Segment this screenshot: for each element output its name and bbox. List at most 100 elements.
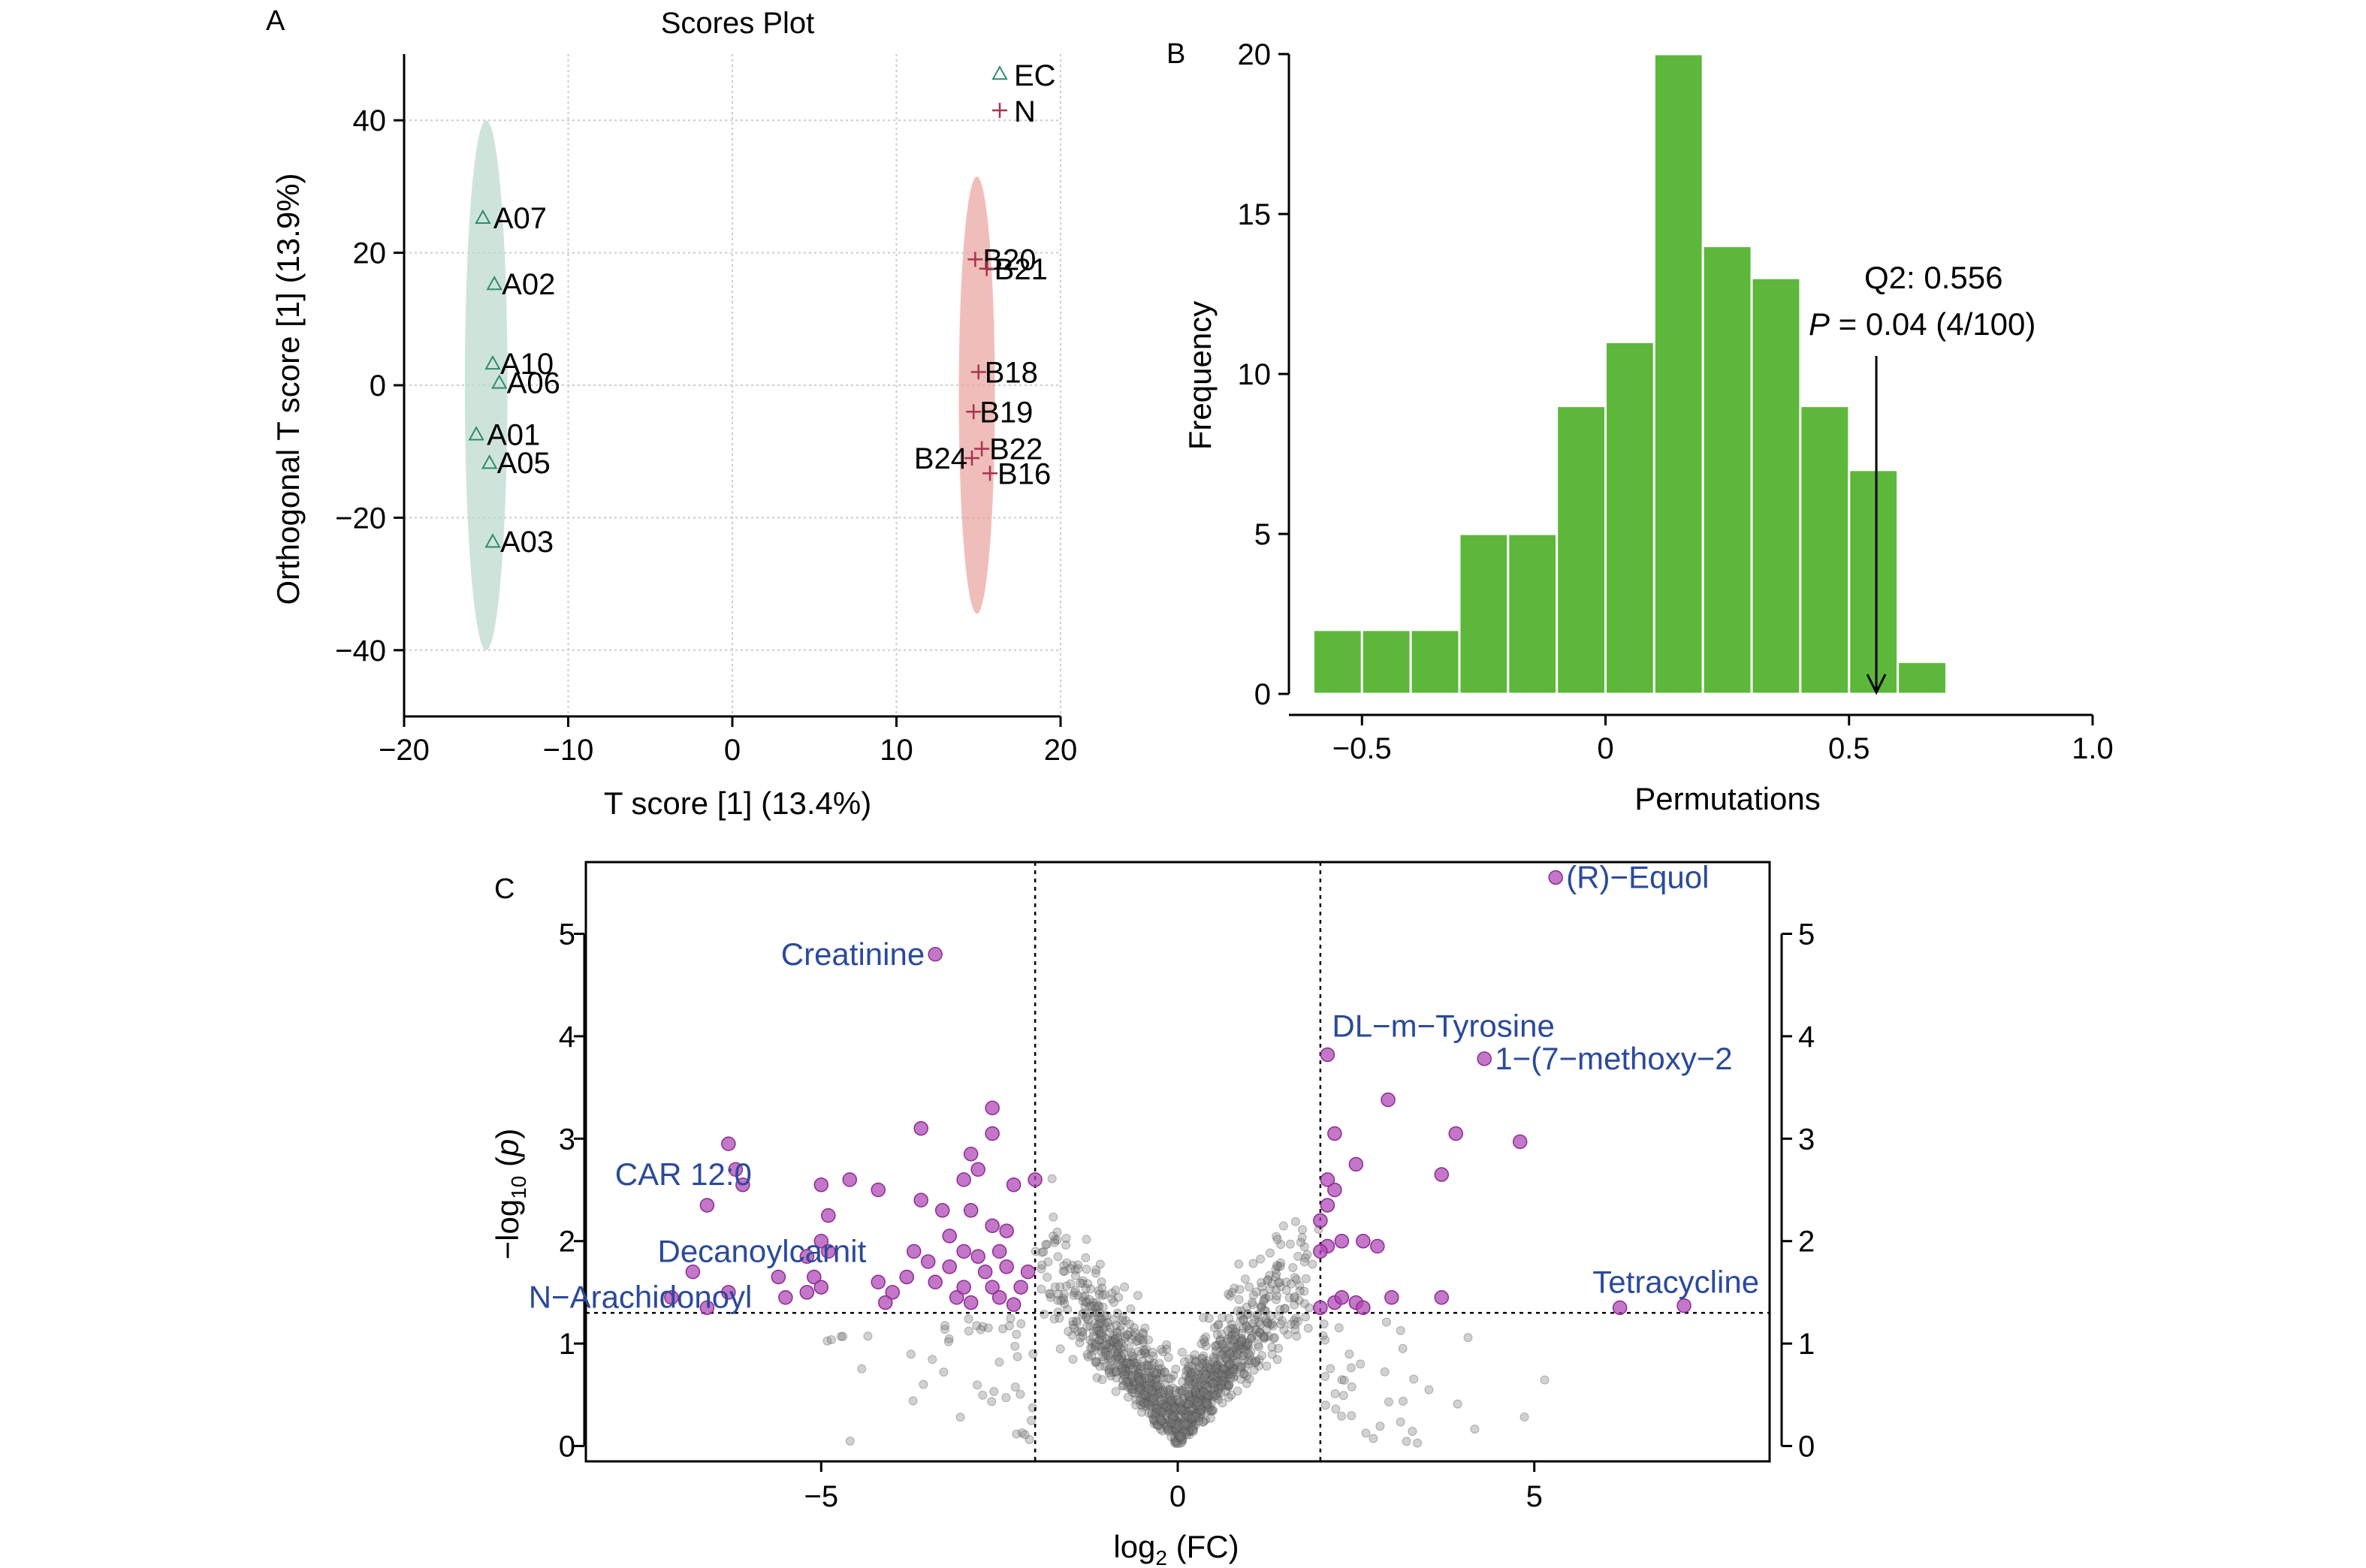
nonsignificant-point (1170, 1433, 1180, 1443)
nonsignificant-point (1078, 1276, 1088, 1286)
metabolite-label: CAR 12:0 (615, 1156, 752, 1192)
nonsignificant-point (1146, 1398, 1156, 1407)
nonsignificant-point (1126, 1360, 1136, 1370)
nonsignificant-point (1096, 1314, 1106, 1324)
nonsignificant-point (1134, 1368, 1144, 1378)
significant-point (771, 1269, 786, 1285)
nonsignificant-point (1247, 1331, 1257, 1341)
nonsignificant-point (1213, 1383, 1223, 1393)
nonsignificant-point (1291, 1313, 1301, 1323)
nonsignificant-point (1185, 1395, 1195, 1405)
nonsignificant-point (1197, 1389, 1207, 1399)
nonsignificant-point (1167, 1411, 1177, 1421)
nonsignificant-point (1162, 1422, 1172, 1432)
nonsignificant-point (1109, 1331, 1118, 1341)
nonsignificant-point (1157, 1426, 1167, 1436)
nonsignificant-point (1203, 1390, 1212, 1400)
sample-label: B18 (985, 356, 1038, 389)
nonsignificant-point (1259, 1331, 1269, 1341)
nonsignificant-point (1155, 1414, 1165, 1424)
nonsignificant-point (1102, 1345, 1112, 1355)
nonsignificant-point (1259, 1332, 1269, 1342)
nonsignificant-point (1139, 1345, 1148, 1355)
nonsignificant-point (1208, 1367, 1218, 1377)
n-sample-marker (966, 404, 982, 420)
nonsignificant-point (1172, 1428, 1181, 1437)
nonsignificant-point (1091, 1323, 1101, 1333)
significant-point (1434, 1167, 1450, 1182)
nonsignificant-point (1223, 1325, 1233, 1335)
nonsignificant-point (1133, 1372, 1143, 1382)
nonsignificant-point (1241, 1337, 1251, 1347)
nonsignificant-point (1108, 1336, 1118, 1346)
nonsignificant-point (1139, 1402, 1148, 1412)
nonsignificant-point (1183, 1411, 1193, 1421)
nonsignificant-point (1236, 1334, 1245, 1343)
nonsignificant-point (1109, 1337, 1118, 1346)
nonsignificant-point (1186, 1367, 1196, 1377)
nonsignificant-point (1052, 1227, 1062, 1237)
nonsignificant-point (1272, 1232, 1281, 1241)
nonsignificant-point (1210, 1381, 1220, 1391)
nonsignificant-point (1110, 1334, 1120, 1343)
nonsignificant-point (1194, 1413, 1203, 1423)
nonsignificant-point (1192, 1369, 1202, 1379)
nonsignificant-point (1227, 1340, 1236, 1350)
nonsignificant-point (1175, 1398, 1185, 1407)
nonsignificant-point (1187, 1393, 1197, 1403)
significant-point (813, 1233, 829, 1249)
nonsignificant-point (1157, 1368, 1166, 1378)
nonsignificant-point (1144, 1354, 1154, 1364)
n-sample-marker (964, 451, 980, 466)
nonsignificant-point (1193, 1397, 1203, 1407)
nonsignificant-point (1190, 1384, 1200, 1394)
nonsignificant-point (1137, 1361, 1147, 1371)
x-tick-label: 10 (880, 734, 913, 767)
nonsignificant-point (1053, 1252, 1063, 1262)
y-tick-label: 20 (353, 237, 387, 270)
significant-point (928, 947, 943, 962)
nonsignificant-point (1133, 1367, 1142, 1377)
nonsignificant-point (1245, 1325, 1254, 1335)
nonsignificant-point (1231, 1343, 1241, 1352)
nonsignificant-point (1105, 1336, 1115, 1346)
nonsignificant-point (1194, 1407, 1204, 1417)
nonsignificant-point (1250, 1315, 1260, 1325)
nonsignificant-point (1176, 1404, 1186, 1413)
nonsignificant-point (1149, 1416, 1159, 1426)
nonsignificant-point (1209, 1406, 1218, 1416)
nonsignificant-point (1162, 1398, 1172, 1408)
nonsignificant-point (1211, 1346, 1221, 1356)
significant-point (1477, 1051, 1492, 1066)
nonsignificant-point (1241, 1340, 1251, 1350)
nonsignificant-point (1082, 1235, 1091, 1244)
nonsignificant-point (1160, 1367, 1169, 1377)
nonsignificant-point (1227, 1370, 1237, 1380)
nonsignificant-point (1186, 1369, 1196, 1379)
nonsignificant-point (1225, 1367, 1235, 1377)
nonsignificant-point (1127, 1370, 1137, 1380)
nonsignificant-point (1146, 1386, 1156, 1395)
nonsignificant-point (1150, 1382, 1160, 1392)
nonsignificant-point (1164, 1425, 1174, 1434)
nonsignificant-point (1177, 1386, 1187, 1395)
nonsignificant-point (1159, 1399, 1169, 1409)
nonsignificant-point (1156, 1344, 1166, 1354)
significant-point (999, 1223, 1014, 1238)
nonsignificant-point (1347, 1411, 1357, 1421)
nonsignificant-point (1114, 1337, 1124, 1347)
nonsignificant-point (1118, 1367, 1128, 1377)
histogram-bar (1458, 532, 1510, 695)
nonsignificant-point (1191, 1387, 1200, 1397)
histogram-bar (1409, 629, 1461, 695)
nonsignificant-point (1236, 1363, 1246, 1373)
nonsignificant-point (1169, 1404, 1178, 1414)
nonsignificant-point (1185, 1376, 1194, 1386)
nonsignificant-point (1218, 1340, 1228, 1349)
nonsignificant-point (1143, 1398, 1153, 1407)
nonsignificant-point (1206, 1364, 1215, 1374)
nonsignificant-point (1191, 1420, 1200, 1430)
nonsignificant-point (1133, 1358, 1142, 1368)
nonsignificant-point (1068, 1320, 1078, 1330)
nonsignificant-point (1284, 1293, 1294, 1303)
